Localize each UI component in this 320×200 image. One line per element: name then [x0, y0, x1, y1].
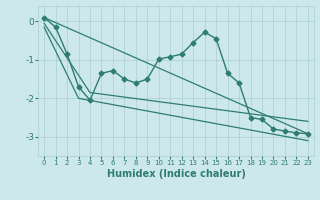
X-axis label: Humidex (Indice chaleur): Humidex (Indice chaleur)	[107, 169, 245, 179]
